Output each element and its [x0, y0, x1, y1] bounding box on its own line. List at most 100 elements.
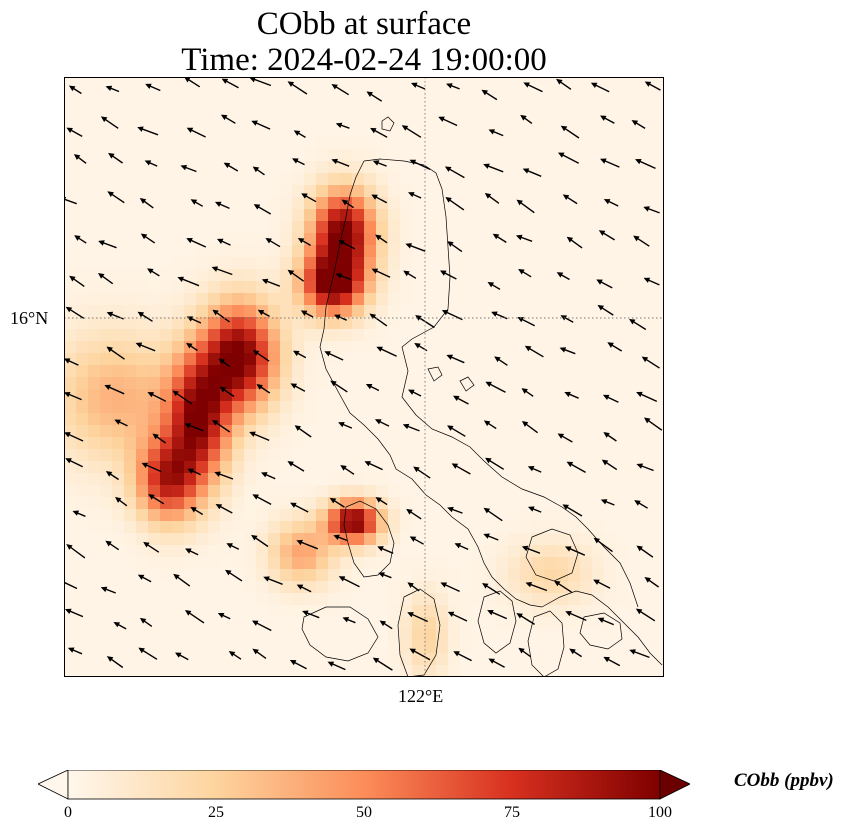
field-cell	[76, 173, 89, 186]
field-cell	[352, 485, 365, 498]
wind-arrow-head	[447, 241, 454, 247]
field-cell	[232, 233, 245, 246]
field-cell	[520, 425, 533, 438]
field-cell	[376, 389, 389, 402]
wind-arrow-head	[338, 576, 346, 582]
field-cell	[112, 281, 125, 294]
field-cell	[628, 269, 641, 282]
field-cell	[448, 149, 461, 162]
field-cell	[268, 257, 281, 270]
field-cell	[556, 377, 569, 390]
wind-arrow-head	[402, 423, 410, 430]
field-cell	[316, 101, 329, 114]
field-cell	[88, 473, 101, 486]
field-cell	[460, 629, 473, 642]
field-cell	[280, 221, 293, 234]
field-cell	[136, 401, 149, 414]
field-cell	[424, 233, 437, 246]
field-cell	[244, 461, 257, 474]
field-cell	[604, 605, 617, 618]
field-cell	[388, 149, 401, 162]
field-cell	[544, 629, 557, 642]
wind-arrow-shaft	[64, 198, 77, 205]
field-cell	[280, 617, 293, 630]
field-cell	[412, 629, 425, 642]
field-cell	[460, 425, 473, 438]
field-cell	[652, 437, 664, 450]
field-cell	[556, 557, 569, 570]
field-cell	[136, 305, 149, 318]
field-cell	[292, 413, 305, 426]
field-cell	[184, 557, 197, 570]
field-cell	[352, 401, 365, 414]
field-cell	[520, 605, 533, 618]
field-cell	[352, 209, 365, 222]
field-cell	[88, 629, 101, 642]
field-cell	[508, 401, 521, 414]
field-cell	[340, 281, 353, 294]
field-cell	[280, 353, 293, 366]
field-cell	[136, 161, 149, 174]
field-cell	[124, 257, 137, 270]
field-cell	[544, 209, 557, 222]
field-cell	[424, 485, 437, 498]
field-cell	[124, 641, 137, 654]
wind-arrow-head	[175, 652, 182, 658]
field-cell	[472, 209, 485, 222]
field-cell	[544, 77, 557, 90]
field-cell	[592, 149, 605, 162]
field-cell	[64, 293, 77, 306]
field-cell	[196, 461, 209, 474]
wind-arrow-head	[483, 420, 491, 427]
field-cell	[280, 293, 293, 306]
field-cell	[232, 293, 245, 306]
field-cell	[76, 137, 89, 150]
field-cell	[184, 497, 197, 510]
field-cell	[88, 89, 101, 102]
field-cell	[304, 629, 317, 642]
field-cell	[208, 149, 221, 162]
field-cell	[376, 329, 389, 342]
field-cell	[532, 209, 545, 222]
field-cell	[376, 629, 389, 642]
field-cell	[616, 485, 629, 498]
field-cell	[652, 305, 664, 318]
field-cell	[604, 173, 617, 186]
field-cell	[304, 77, 317, 90]
field-cell	[148, 665, 161, 677]
field-cell	[148, 629, 161, 642]
field-cell	[160, 185, 173, 198]
wind-arrow-head	[220, 114, 228, 121]
field-cell	[424, 365, 437, 378]
field-cell	[472, 605, 485, 618]
field-cell	[160, 269, 173, 282]
field-cell	[316, 461, 329, 474]
field-cell	[148, 593, 161, 606]
field-cell	[316, 221, 329, 234]
field-cell	[544, 233, 557, 246]
field-cell	[328, 161, 341, 174]
field-cell	[256, 293, 269, 306]
field-cell	[364, 149, 377, 162]
wind-arrow-head	[147, 268, 154, 274]
field-cell	[640, 425, 653, 438]
field-cell	[244, 197, 257, 210]
field-cell	[376, 581, 389, 594]
field-cell	[580, 629, 593, 642]
field-cell	[160, 473, 173, 486]
field-cell	[532, 137, 545, 150]
field-cell	[412, 365, 425, 378]
field-cell	[568, 245, 581, 258]
field-cell	[292, 257, 305, 270]
field-cell	[652, 281, 664, 294]
field-cell	[208, 557, 221, 570]
field-cell	[352, 533, 365, 546]
field-cell	[124, 89, 137, 102]
wind-arrow-head	[329, 497, 337, 504]
field-cell	[100, 521, 113, 534]
field-cell	[352, 89, 365, 102]
field-cell	[88, 401, 101, 414]
wind-arrow-head	[104, 384, 111, 390]
field-cell	[424, 221, 437, 234]
field-cell	[628, 617, 641, 630]
